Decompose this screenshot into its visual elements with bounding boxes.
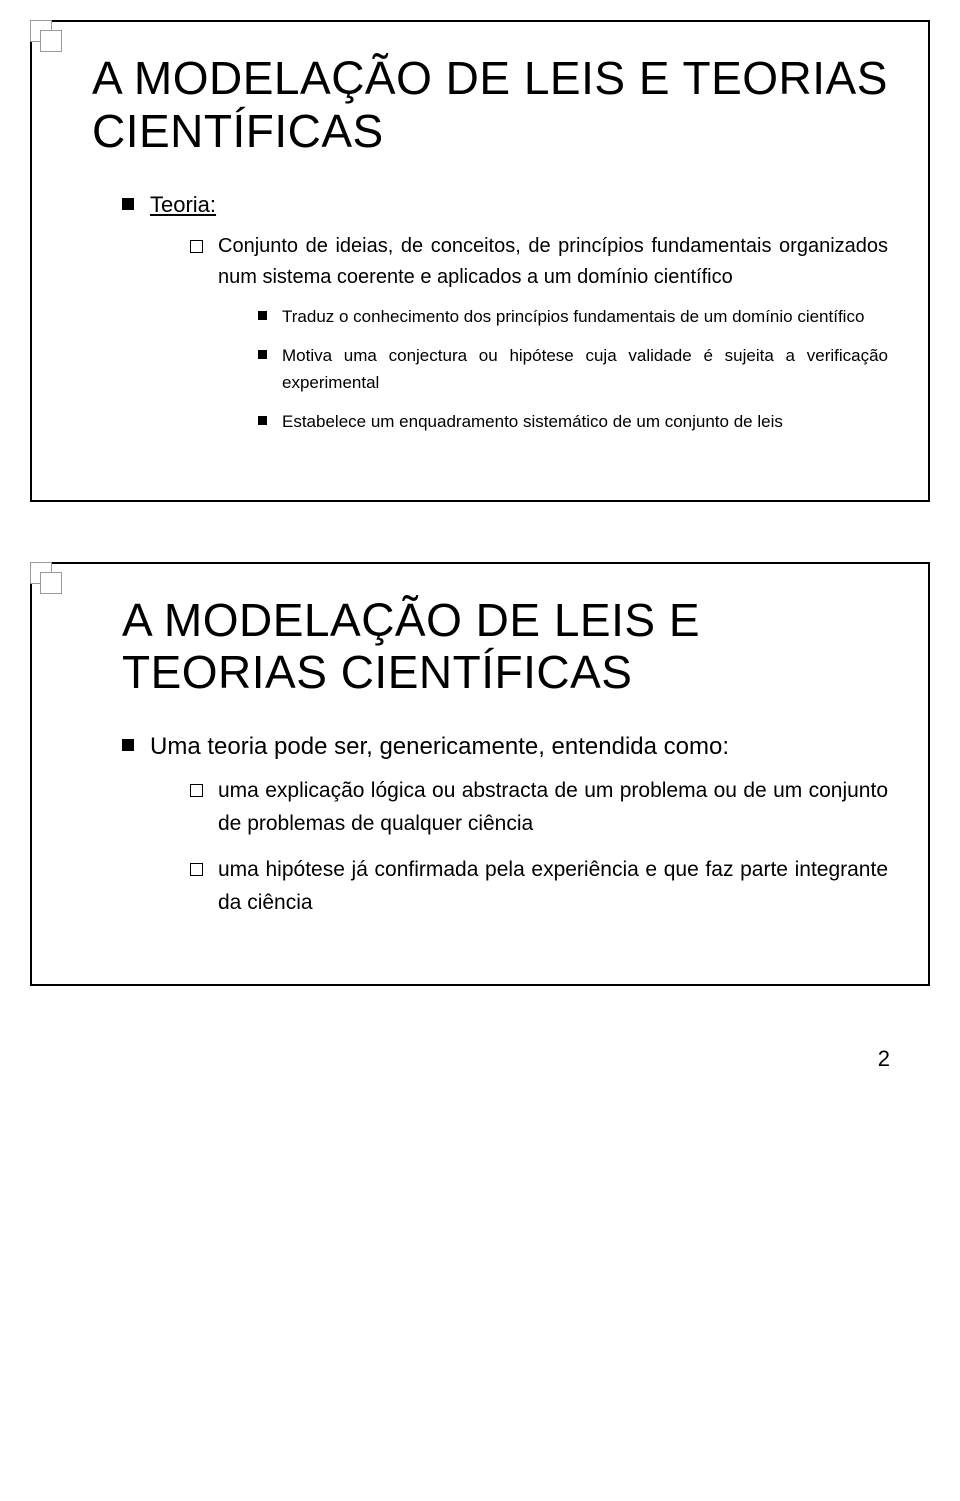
bullet-sub-c: Estabelece um enquadramento sistemático … bbox=[258, 408, 888, 435]
corner-decoration bbox=[30, 20, 70, 60]
bullet-teoria: Teoria: Conjunto de ideias, de conceitos… bbox=[122, 188, 888, 436]
bullet-list-lvl3: Traduz o conhecimento dos princípios fun… bbox=[218, 303, 888, 436]
bullet-definition: Conjunto de ideias, de conceitos, de pri… bbox=[190, 231, 888, 436]
slide-1: A MODELAÇÃO DE LEIS E TEORIAS CIENTÍFICA… bbox=[30, 20, 930, 502]
bullet-list-lvl1: Uma teoria pode ser, genericamente, ente… bbox=[92, 729, 888, 919]
page-number: 2 bbox=[30, 1046, 930, 1072]
bullet-list-lvl1: Teoria: Conjunto de ideias, de conceitos… bbox=[92, 188, 888, 436]
corner-decoration bbox=[30, 562, 70, 602]
slide-title: A MODELAÇÃO DE LEIS E TEORIAS CIENTÍFICA… bbox=[92, 52, 888, 158]
bullet-sub-1: uma explicação lógica ou abstracta de um… bbox=[190, 775, 888, 840]
bullet-list-lvl2: uma explicação lógica ou abstracta de um… bbox=[150, 775, 888, 919]
bullet-sub-a: Traduz o conhecimento dos princípios fun… bbox=[258, 303, 888, 330]
slide-2: A MODELAÇÃO DE LEIS E TEORIAS CIENTÍFICA… bbox=[30, 562, 930, 986]
bullet-sub-2: uma hipótese já confirmada pela experiên… bbox=[190, 854, 888, 919]
slide-title: A MODELAÇÃO DE LEIS E TEORIAS CIENTÍFICA… bbox=[92, 594, 888, 700]
bullet-list-lvl2: Conjunto de ideias, de conceitos, de pri… bbox=[150, 231, 888, 436]
bullet-label: Teoria: bbox=[150, 192, 216, 217]
bullet-main: Uma teoria pode ser, genericamente, ente… bbox=[122, 729, 888, 919]
bullet-sub-b: Motiva uma conjectura ou hipótese cuja v… bbox=[258, 342, 888, 396]
bullet-text: Uma teoria pode ser, genericamente, ente… bbox=[150, 733, 729, 760]
bullet-text: Conjunto de ideias, de conceitos, de pri… bbox=[218, 235, 888, 288]
